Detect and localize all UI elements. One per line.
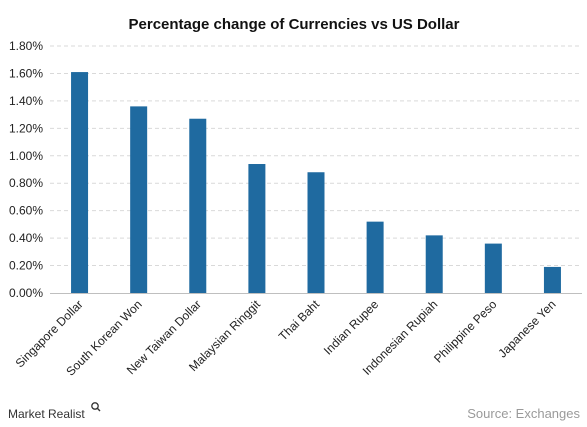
x-tick-label: Thai Baht — [276, 297, 323, 344]
x-tick-label: Philippine Peso — [431, 297, 500, 366]
y-tick-label: 1.20% — [9, 121, 43, 135]
bar — [543, 266, 561, 293]
y-tick-label: 0.80% — [9, 176, 43, 190]
source-note: Source: Exchanges — [467, 406, 580, 421]
bar — [130, 106, 148, 293]
y-tick-label: 1.00% — [9, 149, 43, 163]
y-axis-ticks: 0.00% 0.20% 0.40% 0.60% 0.80% 1.00% 1.20% 1.40%… — [9, 39, 43, 300]
brand-logo: Market Realist — [8, 402, 101, 421]
bar — [425, 235, 443, 293]
y-tick-label: 1.80% — [9, 39, 43, 53]
y-tick-label: 0.20% — [9, 259, 43, 273]
chart-title: Percentage change of Currencies vs US Do… — [129, 16, 460, 33]
bars — [71, 72, 561, 293]
magnifier-icon — [91, 402, 101, 412]
y-tick-label: 0.60% — [9, 204, 43, 218]
y-tick-label: 0.00% — [9, 286, 43, 300]
bar — [71, 72, 89, 293]
brand-name: Market Realist — [8, 407, 85, 421]
bar — [248, 164, 266, 293]
y-tick-label: 1.60% — [9, 66, 43, 80]
x-tick-label: Japanese Yen — [495, 297, 558, 360]
bar — [484, 243, 502, 293]
x-tick-label: Indian Rupee — [321, 297, 382, 358]
bar — [366, 221, 384, 293]
y-tick-label: 0.40% — [9, 231, 43, 245]
bar — [189, 118, 207, 293]
bar — [307, 172, 325, 293]
y-tick-label: 1.40% — [9, 94, 43, 108]
